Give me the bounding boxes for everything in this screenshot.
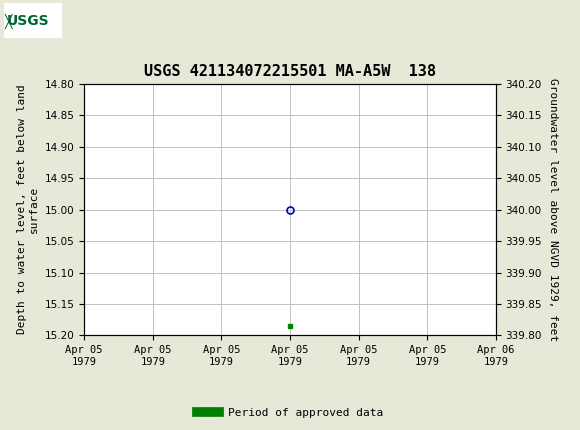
Legend: Period of approved data: Period of approved data: [193, 403, 387, 422]
Text: USGS: USGS: [7, 14, 50, 28]
Y-axis label: Depth to water level, feet below land
surface: Depth to water level, feet below land su…: [17, 85, 39, 335]
Text: ╳: ╳: [5, 13, 13, 28]
Bar: [4, 3, 62, 38]
Y-axis label: Groundwater level above NGVD 1929, feet: Groundwater level above NGVD 1929, feet: [548, 78, 558, 341]
Title: USGS 421134072215501 MA-A5W  138: USGS 421134072215501 MA-A5W 138: [144, 64, 436, 79]
